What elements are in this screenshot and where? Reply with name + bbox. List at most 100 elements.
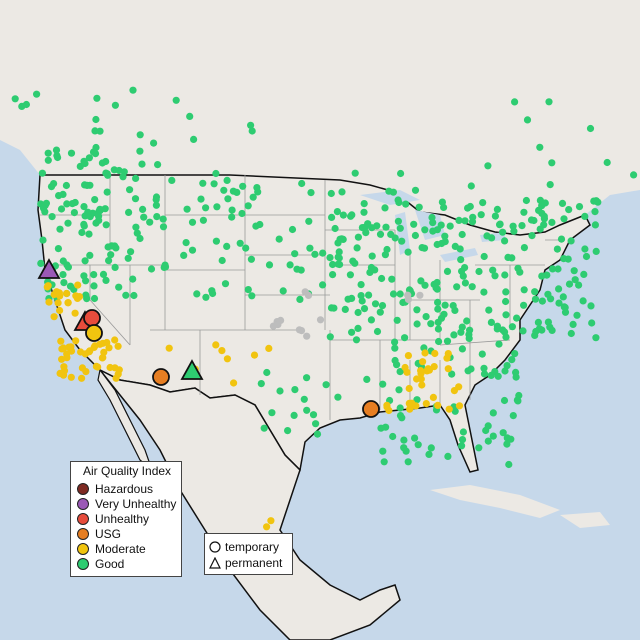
site-marker: [411, 186, 420, 194]
site-marker: [98, 159, 106, 167]
site-marker: [223, 176, 231, 184]
site-marker: [127, 248, 135, 256]
site-marker: [457, 256, 465, 264]
site-marker: [416, 291, 424, 299]
site-marker: [434, 305, 442, 313]
site-marker: [230, 379, 238, 387]
site-marker: [319, 249, 327, 257]
site-marker: [586, 124, 595, 133]
site-marker: [368, 252, 376, 260]
site-marker: [467, 182, 475, 190]
site-marker: [499, 228, 507, 236]
site-marker: [575, 281, 583, 289]
site-marker: [458, 345, 466, 353]
site-marker: [538, 272, 546, 280]
site-marker: [448, 370, 456, 378]
site-marker: [242, 244, 250, 252]
site-marker: [570, 267, 578, 275]
site-marker: [402, 447, 410, 455]
site-marker: [296, 295, 304, 303]
site-marker: [357, 281, 365, 289]
site-marker: [257, 380, 265, 388]
site-marker: [418, 244, 426, 252]
site-marker: [573, 311, 581, 319]
site-marker: [360, 208, 368, 216]
site-marker: [90, 271, 98, 279]
site-marker: [429, 227, 437, 235]
very-unhealthy-swatch: [77, 498, 89, 510]
site-marker: [83, 181, 91, 189]
site-marker: [391, 344, 399, 352]
site-marker: [64, 219, 72, 227]
site-marker: [322, 381, 330, 389]
site-marker: [93, 94, 101, 102]
site-marker: [96, 205, 104, 213]
site-marker: [150, 139, 158, 147]
site-marker: [76, 162, 84, 170]
site-marker: [450, 331, 458, 339]
site-marker: [398, 414, 406, 422]
site-marker: [92, 115, 100, 124]
site-marker: [444, 365, 452, 373]
site-marker: [239, 182, 247, 190]
site-marker: [405, 384, 413, 393]
site-marker: [105, 257, 113, 265]
site-marker: [67, 373, 75, 381]
site-marker: [548, 218, 556, 226]
legend-item-moderate: Moderate: [77, 542, 146, 556]
site-marker: [478, 350, 486, 358]
site-marker: [48, 213, 56, 221]
site-marker: [72, 292, 80, 300]
site-marker: [279, 287, 287, 295]
site-marker: [400, 436, 408, 444]
site-marker: [415, 203, 423, 211]
site-marker: [354, 324, 362, 332]
site-marker: [54, 299, 62, 307]
site-marker: [354, 233, 362, 241]
site-marker: [466, 202, 474, 211]
site-marker: [86, 213, 94, 221]
site-marker: [338, 188, 346, 196]
site-marker: [441, 301, 449, 309]
site-marker: [413, 306, 421, 314]
site-marker: [413, 320, 421, 328]
site-marker: [592, 334, 600, 342]
canada-land: [0, 0, 640, 235]
site-marker: [477, 211, 485, 219]
site-marker: [249, 193, 257, 201]
site-marker: [508, 356, 516, 364]
site-marker: [532, 327, 540, 336]
site-marker: [212, 341, 220, 349]
site-marker: [371, 300, 380, 308]
site-marker: [495, 340, 503, 348]
legend-label: USG: [95, 527, 122, 541]
site-marker: [564, 255, 572, 263]
site-marker: [95, 216, 103, 224]
site-marker: [441, 232, 449, 240]
site-marker: [379, 380, 387, 388]
site-marker: [114, 342, 122, 350]
site-marker: [411, 231, 419, 240]
site-marker: [129, 86, 137, 94]
site-marker: [136, 131, 144, 139]
site-marker: [188, 218, 197, 226]
site-marker: [108, 242, 116, 250]
site-marker: [33, 90, 41, 98]
site-marker: [334, 260, 342, 268]
site-marker: [107, 251, 115, 259]
site-marker: [59, 257, 67, 265]
site-marker: [303, 374, 311, 382]
site-marker: [559, 293, 567, 301]
site-marker: [538, 326, 546, 334]
site-marker: [354, 308, 362, 317]
site-marker: [136, 234, 144, 243]
site-marker: [346, 271, 354, 279]
site-marker: [546, 323, 554, 331]
site-marker: [435, 337, 443, 346]
site-marker: [102, 276, 110, 284]
site-marker: [357, 292, 365, 300]
site-marker: [53, 152, 61, 160]
site-marker: [493, 325, 501, 333]
site-marker: [489, 409, 497, 417]
site-marker: [44, 156, 52, 164]
